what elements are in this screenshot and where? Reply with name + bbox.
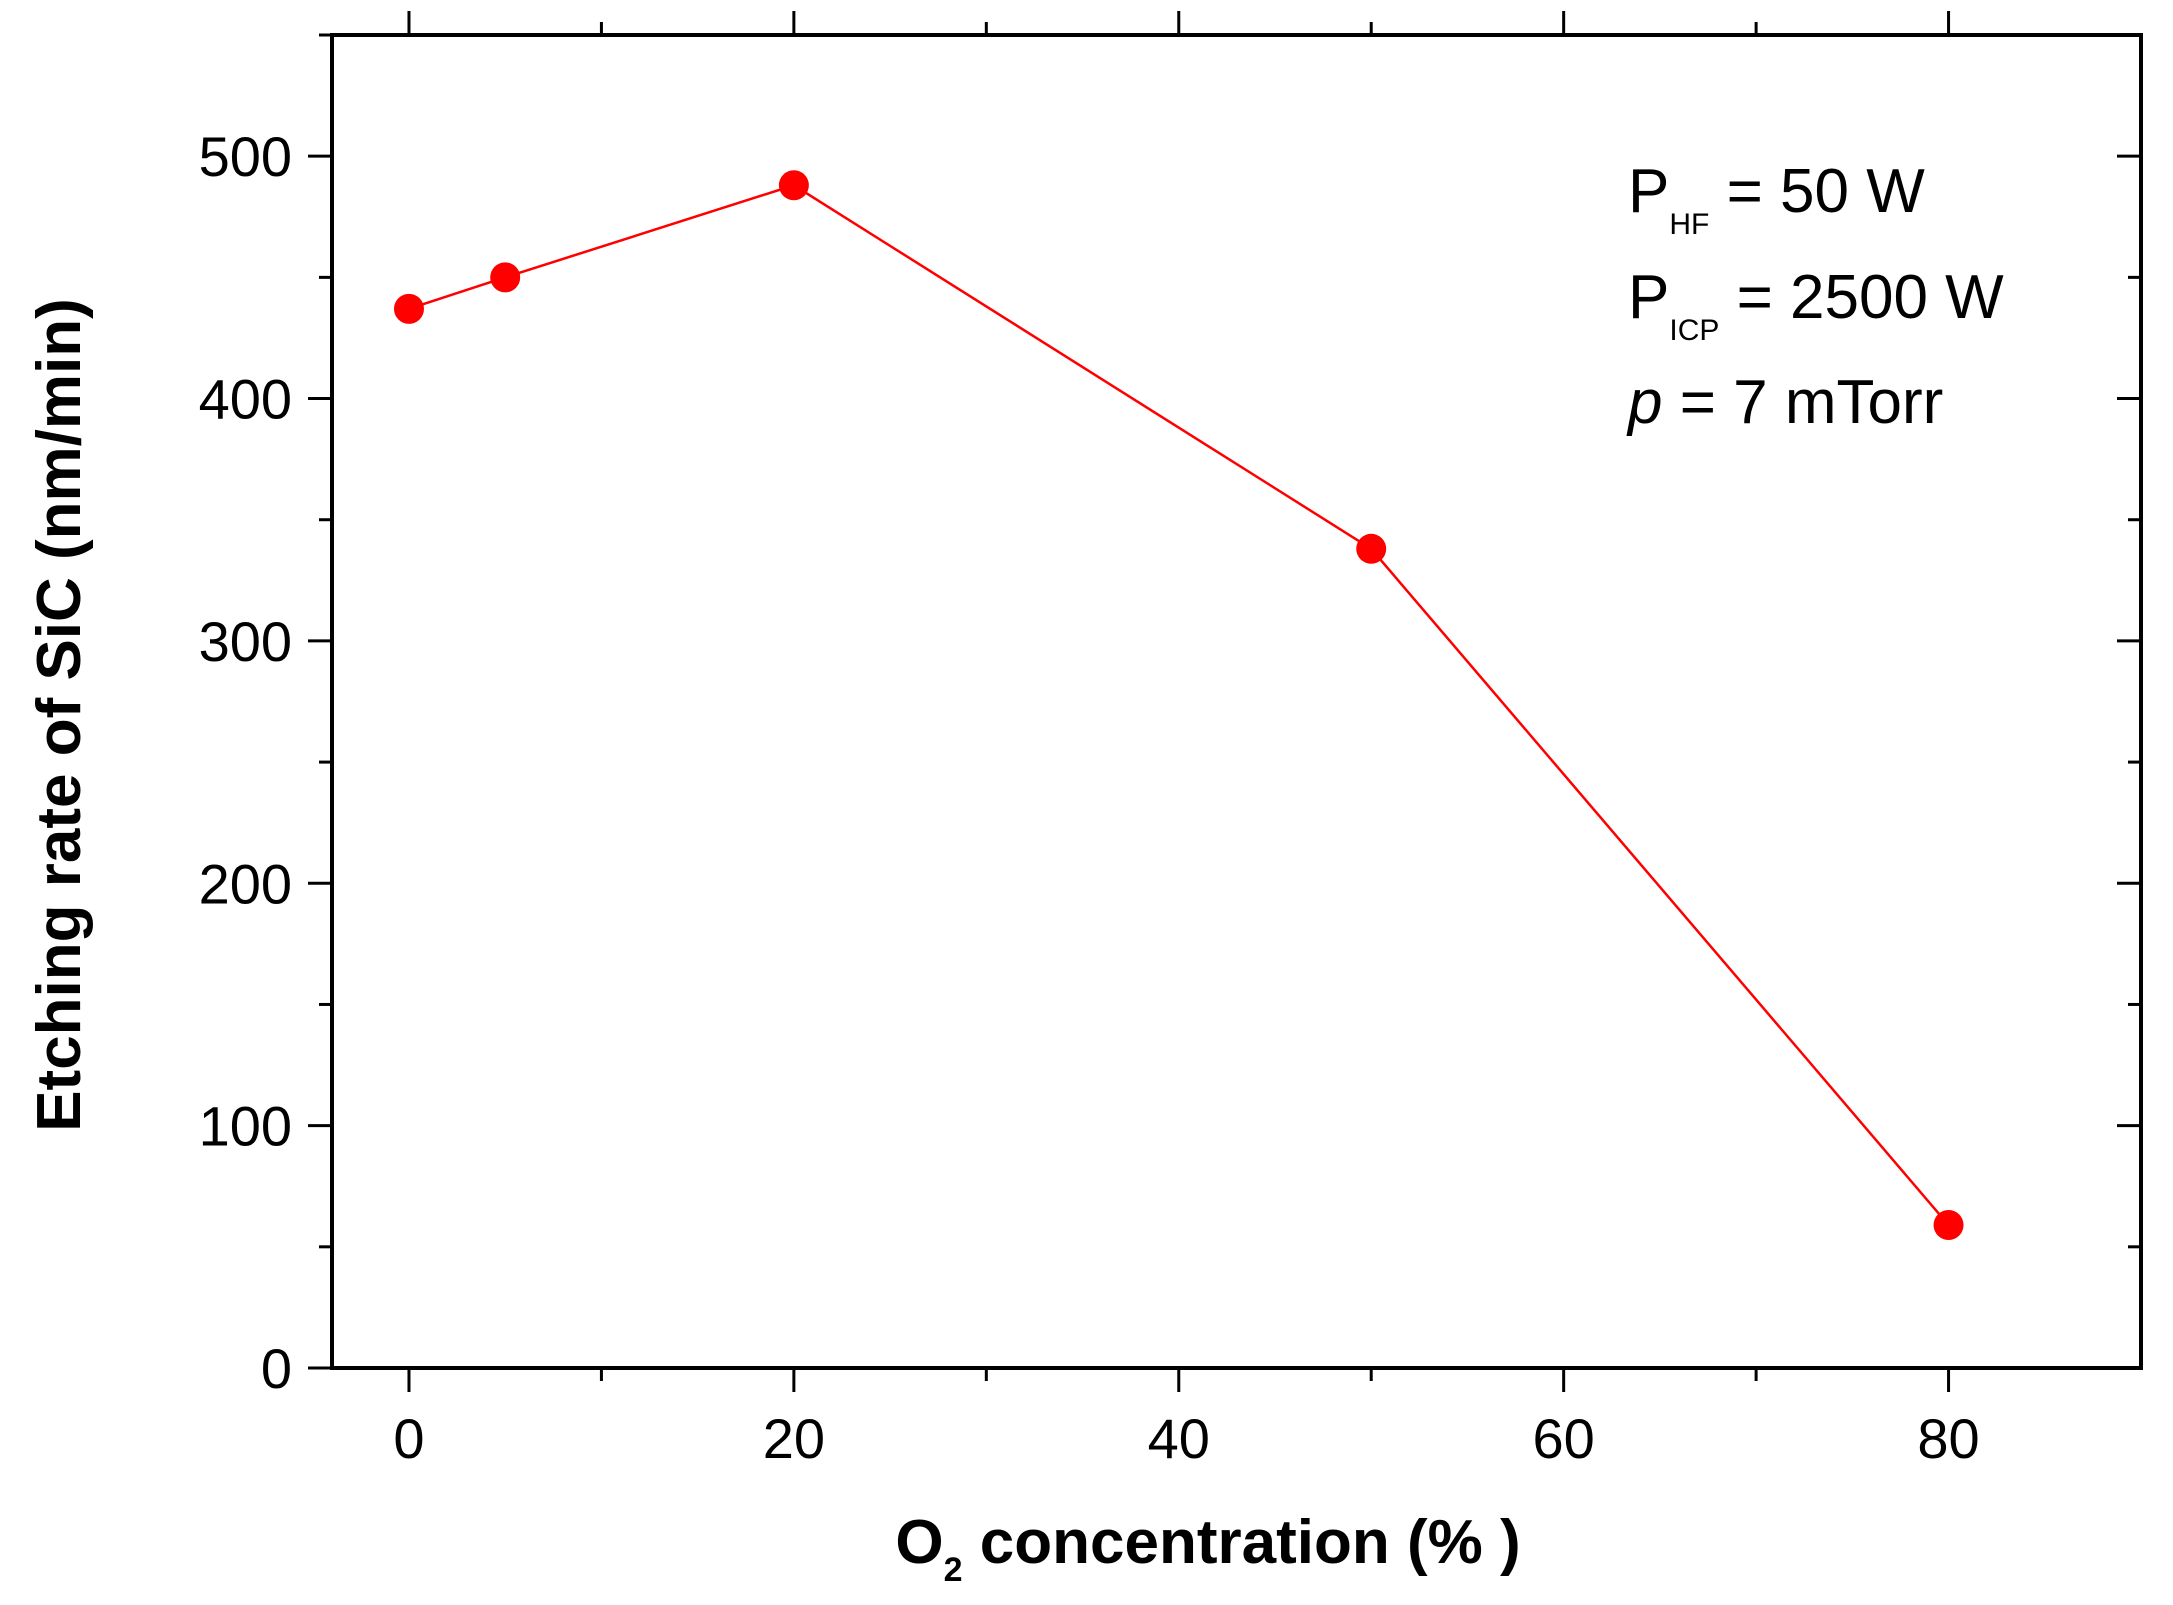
annotation-symbol: P <box>1628 263 1669 332</box>
y-tick-label: 0 <box>261 1337 292 1400</box>
annotation-value: = 7 mTorr <box>1662 368 1943 437</box>
annotation-subscript: ICP <box>1669 314 1719 347</box>
annotation-line: PICP = 2500 W <box>1628 263 2004 347</box>
x-axis-label: O2 concentration (% ) <box>895 1508 1520 1589</box>
x-axis-label-rest: concentration (% ) <box>963 1508 1521 1577</box>
y-tick-label: 200 <box>199 852 292 915</box>
data-point <box>778 170 809 201</box>
x-tick-label: 40 <box>1148 1407 1210 1470</box>
annotation-line: p = 7 mTorr <box>1626 368 1943 437</box>
y-tick-label: 300 <box>199 610 292 673</box>
axis-ticks <box>308 11 2141 1392</box>
data-series <box>393 170 1964 1241</box>
data-point <box>1356 533 1387 564</box>
y-tick-label: 500 <box>199 125 292 188</box>
annotation-symbol: P <box>1628 157 1669 226</box>
plot-border <box>330 33 2143 1370</box>
annotation-line: PHF = 50 W <box>1628 157 1925 241</box>
x-axis-label-main: O <box>895 1508 943 1577</box>
y-axis-label: Etching rate of SiC (nm/min) <box>25 298 94 1132</box>
tick-labels: 0 20 40 60 80 0 100 200 300 400 500 <box>199 125 1980 1470</box>
plot-frame <box>330 33 2143 1370</box>
data-point <box>1933 1210 1964 1241</box>
annotation-subscript: HF <box>1669 208 1709 241</box>
data-point <box>490 262 521 293</box>
y-tick-label: 400 <box>199 368 292 431</box>
x-tick-label: 20 <box>763 1407 825 1470</box>
annotation-value: = 50 W <box>1709 157 1925 226</box>
annotation-value: = 2500 W <box>1719 263 2004 332</box>
data-point <box>393 293 424 324</box>
x-axis-label-sub: 2 <box>944 1551 963 1589</box>
x-tick-label: 80 <box>1917 1407 1979 1470</box>
annotation-symbol: p <box>1626 368 1662 437</box>
x-tick-label: 0 <box>393 1407 424 1470</box>
y-tick-label: 100 <box>199 1095 292 1158</box>
x-tick-label: 60 <box>1533 1407 1595 1470</box>
